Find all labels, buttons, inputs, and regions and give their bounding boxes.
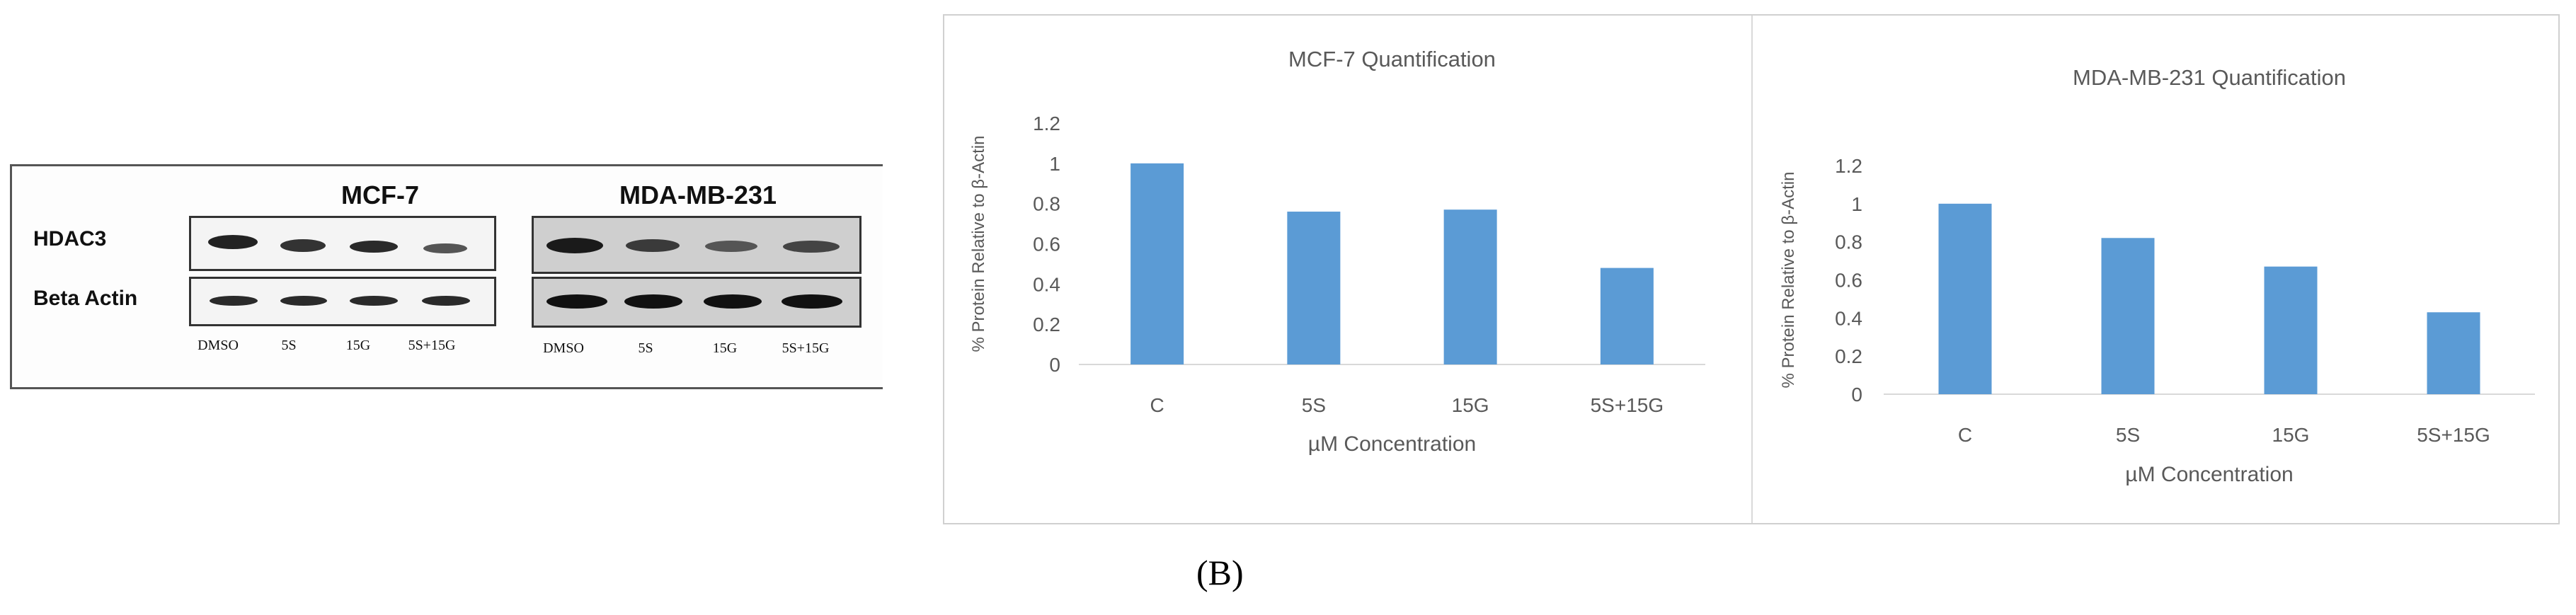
bar-5s — [2101, 238, 2155, 394]
chart-title: MDA-MB-231 Quantification — [2073, 65, 2346, 90]
western-blot-panel: MCF-7 MDA-MB-231 HDAC3 Beta Actin DMSO 5… — [10, 164, 883, 389]
y-tick-label: 0.8 — [1835, 231, 1862, 253]
band — [546, 238, 603, 253]
band — [210, 296, 258, 306]
chart-frame: MCF-7 Quantification 0 0.2 0.4 0.6 0.8 1 1.2 C 5S… — [943, 14, 2560, 524]
x-axis-title: µM Concentration — [2125, 463, 2293, 486]
y-tick-label: 0 — [1049, 354, 1060, 376]
band — [422, 296, 470, 306]
lane-label-mda-15g: 15G — [712, 340, 738, 356]
bar-c — [1130, 163, 1184, 365]
band — [624, 294, 682, 309]
x-category-label: C — [1958, 424, 1972, 446]
x-category-label: 15G — [1452, 394, 1489, 416]
blot-mda-beta-actin — [532, 277, 861, 328]
panel-label: (B) — [1196, 553, 1244, 592]
y-tick-label: 0.6 — [1835, 270, 1862, 292]
band — [782, 294, 842, 309]
x-category-label: C — [1150, 394, 1164, 416]
bar-5s-15g — [2427, 312, 2480, 394]
x-category-label: 5S+15G — [2417, 424, 2490, 446]
x-category-label: 5S+15G — [1591, 394, 1664, 416]
y-tick-label: 1.2 — [1033, 113, 1060, 134]
bar-5s-15g — [1600, 268, 1654, 364]
blot-mcf7-beta-actin — [189, 277, 496, 326]
x-axis-title: µM Concentration — [1308, 432, 1476, 456]
band — [280, 239, 326, 252]
mcf7-quantification-chart: MCF-7 Quantification 0 0.2 0.4 0.6 0.8 1 1.2 C 5S… — [969, 47, 1705, 456]
bar-15g — [1443, 209, 1497, 364]
y-tick-label: 0.4 — [1835, 307, 1862, 329]
band — [704, 294, 762, 309]
y-tick-label: 0.4 — [1033, 273, 1060, 295]
y-tick-label: 0.8 — [1033, 193, 1060, 215]
y-tick-label: 1.2 — [1835, 155, 1862, 177]
lane-label-mcf7-5s: 5S — [281, 338, 297, 353]
mda-quantification-chart: MDA-MB-231 Quantification 0 0.2 0.4 0.6 0.8 1 1… — [1779, 65, 2535, 486]
y-tick-label: 1 — [1851, 193, 1862, 215]
bar-15g — [2264, 266, 2318, 394]
blot-mda-hdac3 — [532, 216, 861, 274]
blot-title-mda: MDA-MB-231 — [619, 180, 777, 209]
x-category-label: 15G — [2272, 424, 2310, 446]
lane-label-mda-5s: 5S — [638, 340, 653, 356]
chart-title: MCF-7 Quantification — [1288, 47, 1496, 71]
band — [280, 296, 327, 306]
lane-label-mda-5s15g: 5S+15G — [782, 340, 830, 356]
y-tick-label: 0.2 — [1835, 345, 1862, 367]
lane-label-mcf7-dmso: DMSO — [198, 338, 239, 353]
lane-label-mcf7-15g: 15G — [345, 338, 371, 353]
band — [350, 241, 398, 253]
y-tick-label: 0.2 — [1033, 314, 1060, 335]
row-label-hdac3: HDAC3 — [33, 227, 107, 251]
blot-mcf7-hdac3 — [189, 216, 496, 271]
lane-label-mda-dmso: DMSO — [543, 340, 584, 356]
lane-label-mcf7-5s15g: 5S+15G — [408, 338, 456, 353]
row-label-beta-actin: Beta Actin — [33, 287, 138, 310]
band — [626, 239, 680, 252]
y-tick-label: 0.6 — [1033, 234, 1060, 255]
band — [350, 296, 398, 306]
x-category-label: 5S — [2116, 424, 2140, 446]
blot-title-mcf7: MCF-7 — [341, 180, 419, 209]
band — [208, 235, 258, 249]
band — [705, 241, 757, 252]
bar-c — [1938, 203, 1992, 394]
y-axis-title: % Protein Relative to β-Actin — [1779, 172, 1798, 389]
y-tick-label: 1 — [1049, 153, 1060, 175]
y-axis-title: % Protein Relative to β-Actin — [969, 136, 988, 352]
band — [423, 243, 467, 253]
chart-divider — [1751, 16, 1753, 523]
band — [546, 294, 607, 309]
x-category-label: 5S — [1302, 394, 1326, 416]
band — [783, 241, 840, 253]
y-tick-label: 0 — [1851, 384, 1862, 406]
bar-5s — [1287, 212, 1341, 364]
